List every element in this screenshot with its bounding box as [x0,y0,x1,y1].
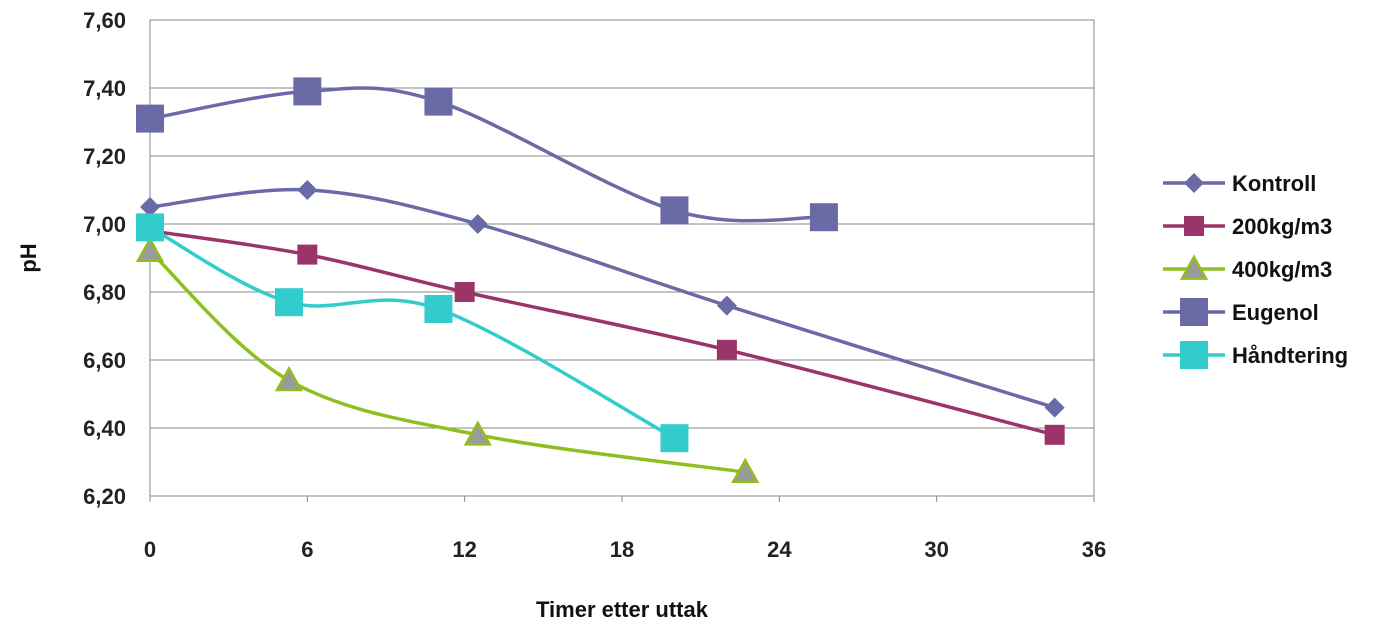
series-markers [135,77,1065,484]
data-point [1044,397,1065,418]
y-tick-label: 6,40 [83,416,126,441]
series-line [148,249,747,474]
y-tick-label: 6,80 [83,280,126,305]
data-point [297,244,318,265]
data-point [716,295,737,316]
x-tick-label: 6 [301,537,313,562]
data-point [136,213,164,242]
series-lines [148,86,1057,474]
series-line [148,86,826,223]
legend-label: Eugenol [1232,300,1319,325]
y-tick-label: 7,20 [83,144,126,169]
legend-label: Håndtering [1232,343,1348,368]
y-axis-title: pH [16,243,41,272]
data-point [809,203,838,232]
x-tick-label: 0 [144,537,156,562]
y-tick-label: 7,40 [83,76,126,101]
data-point [660,424,689,453]
data-point [467,214,488,234]
data-point [136,104,164,133]
x-tick-label: 36 [1082,537,1106,562]
legend-marker [1184,173,1204,193]
y-tick-label: 7,60 [83,8,126,33]
data-point [424,295,453,323]
legend-item: 200kg/m3 [1163,214,1332,239]
legend-item: Eugenol [1163,298,1319,326]
data-point [297,180,318,200]
legend-item: 400kg/m3 [1163,254,1332,282]
data-point [424,87,453,116]
legend-item: Kontroll [1163,171,1316,196]
x-tick-label: 30 [924,537,948,562]
data-point [293,77,322,106]
y-tick-label: 6,60 [83,348,126,373]
series-line [148,229,1057,437]
legend: Kontroll 200kg/m3 400kg/m3 Eugenol Håndterin… [1163,171,1348,369]
data-point [463,420,492,446]
legend-label: 200kg/m3 [1232,214,1332,239]
data-point [716,339,737,360]
x-axis-ticks: 0 6 12 18 24 30 36 [144,496,1106,562]
data-point [731,457,760,484]
data-point [140,197,160,217]
data-point [135,236,165,263]
x-tick-label: 24 [767,537,792,562]
y-tick-label: 7,00 [83,212,126,237]
legend-item: Håndtering [1163,341,1348,369]
data-point [274,365,304,392]
data-point [660,196,689,225]
legend-marker [1184,216,1204,236]
series-line [148,187,1057,410]
series-line [148,225,677,440]
y-tick-label: 6,20 [83,484,126,509]
legend-marker [1179,254,1209,280]
x-tick-label: 18 [610,537,634,562]
legend-label: 400kg/m3 [1232,257,1332,282]
y-axis-ticks: 6,20 6,40 6,60 6,80 7,00 7,20 7,40 7,60 [83,8,126,509]
x-tick-label: 12 [452,537,476,562]
data-point [274,288,303,317]
legend-label: Kontroll [1232,171,1316,196]
legend-marker [1180,298,1208,326]
x-axis-title: Timer etter uttak [536,597,709,622]
data-point [454,282,475,302]
data-point [1044,424,1065,445]
legend-marker [1180,341,1208,369]
